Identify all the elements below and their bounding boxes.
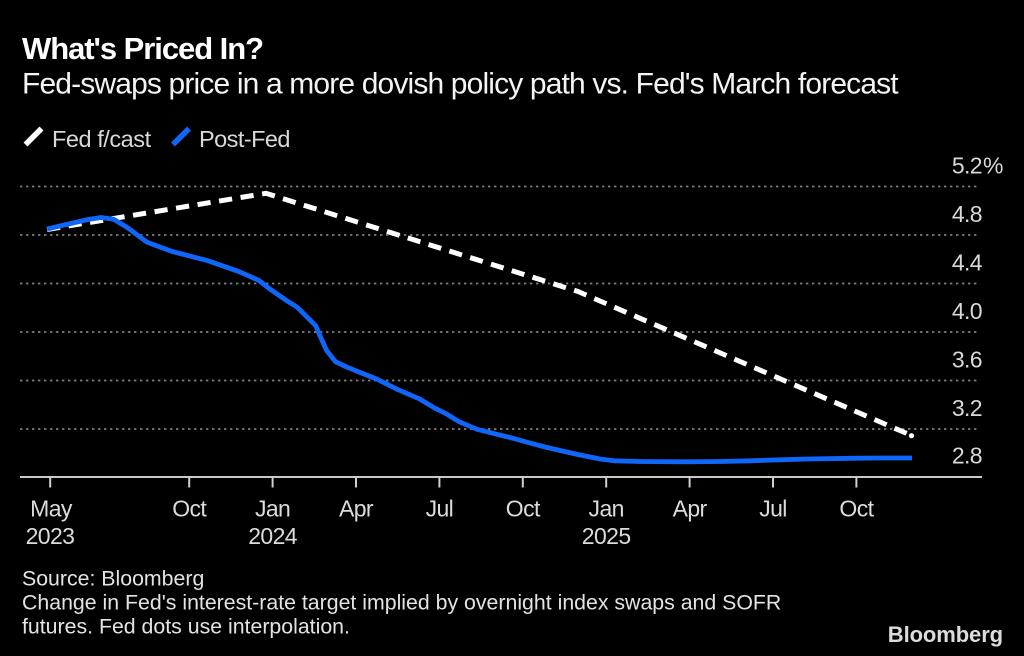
svg-text:2.8: 2.8 <box>952 443 982 469</box>
svg-text:What's Priced In?: What's Priced In? <box>22 31 263 66</box>
svg-text:2024: 2024 <box>248 523 298 549</box>
svg-text:5.2: 5.2 <box>952 153 982 179</box>
svg-text:4.4: 4.4 <box>952 250 983 276</box>
svg-text:Apr: Apr <box>339 496 374 522</box>
svg-text:Oct: Oct <box>172 496 207 522</box>
svg-text:Oct: Oct <box>839 496 874 522</box>
svg-text:May: May <box>30 496 73 522</box>
svg-text:Bloomberg: Bloomberg <box>888 622 1003 647</box>
svg-text:Post-Fed: Post-Fed <box>199 126 290 152</box>
svg-text:3.6: 3.6 <box>952 347 982 373</box>
svg-text:Jan: Jan <box>589 496 624 522</box>
svg-text:Jan: Jan <box>255 496 290 522</box>
svg-text:4.0: 4.0 <box>952 298 982 324</box>
svg-text:Fed-swaps price in a more dovi: Fed-swaps price in a more dovish policy … <box>22 68 899 101</box>
svg-text:Jul: Jul <box>426 496 454 522</box>
svg-text:%: % <box>983 153 1003 179</box>
svg-text:Oct: Oct <box>506 496 541 522</box>
svg-text:4.8: 4.8 <box>952 201 982 227</box>
svg-text:3.2: 3.2 <box>952 395 982 421</box>
svg-text:Fed f/cast: Fed f/cast <box>52 126 152 152</box>
svg-text:2023: 2023 <box>26 523 75 549</box>
svg-text:Change in Fed's interest-rate: Change in Fed's interest-rate target imp… <box>22 590 781 614</box>
svg-text:Apr: Apr <box>673 496 708 522</box>
svg-text:futures. Fed dots use interpol: futures. Fed dots use interpolation. <box>22 615 350 639</box>
svg-text:Jul: Jul <box>759 496 787 522</box>
svg-text:Source: Bloomberg: Source: Bloomberg <box>22 566 204 590</box>
svg-text:2025: 2025 <box>582 523 631 549</box>
